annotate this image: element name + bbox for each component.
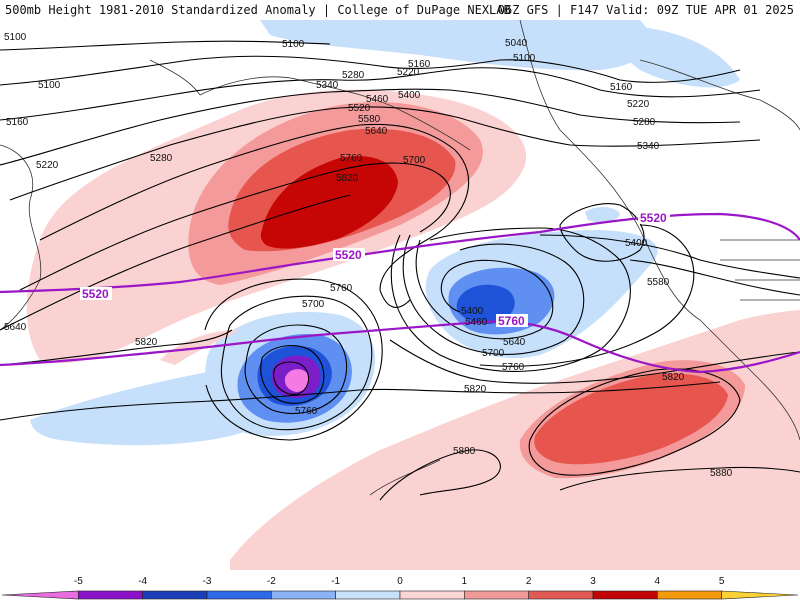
colorbar-swatch — [142, 590, 208, 600]
highlighted-contour-label: 5520 — [82, 287, 109, 301]
height-contours — [0, 40, 800, 501]
label-background — [496, 314, 528, 327]
colorbar-tick-label: 4 — [655, 576, 661, 587]
colorbar-swatch — [592, 590, 658, 600]
colorbar-tick-label: 1 — [462, 576, 468, 587]
contour-label: 5820 — [336, 173, 359, 184]
contour-label: 5220 — [397, 67, 420, 78]
colorbar-swatch — [721, 590, 799, 600]
negative-anomaly-area — [610, 25, 740, 88]
contour-label: 5580 — [647, 277, 670, 288]
positive-anomaly-area — [260, 156, 398, 249]
contour-label: 5700 — [302, 299, 325, 310]
contour-label: 5880 — [710, 468, 733, 479]
highlighted-contour-label: 5520 — [640, 211, 667, 225]
highlighted-contour-label: 5760 — [498, 314, 525, 328]
contour-label: 5340 — [316, 80, 339, 91]
contour-label: 5640 — [503, 337, 526, 348]
contour-label: 5100 — [4, 32, 27, 43]
contour-label: 5100 — [513, 53, 536, 64]
contour-label: 5280 — [633, 117, 656, 128]
colorbar-swatch — [399, 590, 465, 600]
contour-label: 5400 — [461, 306, 484, 317]
colorbar-tick-label: 5 — [719, 576, 725, 587]
contour-label: 5460 — [366, 94, 389, 105]
colorbar-swatch — [464, 590, 529, 600]
contour-label: 5220 — [627, 99, 650, 110]
label-background — [80, 287, 112, 300]
contour-label: 5340 — [637, 141, 660, 152]
contour-label: 5580 — [358, 114, 381, 125]
contour-label: 5820 — [662, 372, 685, 383]
negative-anomaly-area — [585, 206, 620, 223]
map-title: 500mb Height 1981-2010 Standardized Anom… — [5, 3, 511, 17]
highlighted-contour-label: 5520 — [335, 248, 362, 262]
label-background — [638, 211, 670, 224]
colorbar-swatch — [657, 590, 722, 600]
contour-label: 5400 — [398, 90, 421, 101]
contour-label: 5760 — [340, 153, 363, 164]
contour-label: 5640 — [4, 322, 27, 333]
colorbar-swatch — [1, 590, 79, 600]
colorbar-ticks: -5 -4 -3 -2 -1 0 1 2 3 4 5 — [74, 576, 725, 587]
colorbar-swatch — [528, 590, 594, 600]
contour-label-group: 5100 5100 5040 5100 5160 5280 5220 5160 … — [4, 32, 733, 479]
colorbar-swatch — [271, 590, 336, 600]
contour-label: 5280 — [342, 70, 365, 81]
contour-label: 5160 — [408, 59, 431, 70]
contour-label: 5760 — [330, 283, 353, 294]
contour-label: 5820 — [135, 337, 158, 348]
contour-label: 5100 — [282, 39, 305, 50]
contour-label: 5880 — [453, 446, 476, 457]
colorbar-swatch — [78, 590, 143, 600]
contour-label: 5640 — [365, 126, 388, 137]
negative-anomaly-area — [284, 369, 310, 392]
contour-label: 5160 — [610, 82, 633, 93]
colorbar-tick-label: 2 — [526, 576, 532, 587]
model-run-info: 06Z GFS | F147 Valid: 09Z TUE APR 01 202… — [497, 3, 794, 17]
label-background — [333, 248, 365, 261]
negative-anomaly-area — [260, 20, 650, 71]
contour-label: 5040 — [505, 38, 528, 49]
colorbar-tick-label: -1 — [331, 576, 340, 587]
colorbar-tick-label: -4 — [138, 576, 147, 587]
contour-label: 5160 — [6, 117, 29, 128]
colorbar-tick-label: -2 — [267, 576, 276, 587]
colorbar-tick-label: -5 — [74, 576, 83, 587]
contour-label: 5100 — [38, 80, 61, 91]
anomaly-shading — [26, 20, 800, 570]
colorbar-swatch — [335, 590, 401, 600]
coastlines — [0, 20, 800, 496]
highlighted-contour-labels: 5520 5520 5520 5760 — [80, 211, 670, 328]
colorbar-tick-label: 0 — [397, 576, 403, 587]
negative-anomaly-area — [30, 368, 254, 446]
contour-label: 5460 — [465, 317, 488, 328]
highlighted-contours — [0, 212, 800, 374]
contour-label: 5520 — [348, 103, 371, 114]
colorbar-tick-label: -3 — [203, 576, 212, 587]
contour-label: 5700 — [482, 348, 505, 359]
contour-label: 5700 — [403, 155, 426, 166]
contour-label: 5760 — [295, 406, 318, 417]
positive-anomaly-area — [534, 373, 728, 465]
contour-label: 5400 — [625, 238, 648, 249]
anomaly-map: 5100 5100 5040 5100 5160 5280 5220 5160 … — [0, 20, 800, 570]
colorbar-swatches — [1, 590, 799, 600]
contour-label: 5820 — [464, 384, 487, 395]
contour-label: 5220 — [36, 160, 59, 171]
anomaly-colorbar: -5 -4 -3 -2 -1 0 1 2 3 4 5 — [1, 576, 799, 600]
colorbar-swatch — [206, 590, 272, 600]
contour-label: 5760 — [502, 362, 525, 373]
colorbar-tick-label: 3 — [590, 576, 596, 587]
contour-label: 5280 — [150, 153, 173, 164]
